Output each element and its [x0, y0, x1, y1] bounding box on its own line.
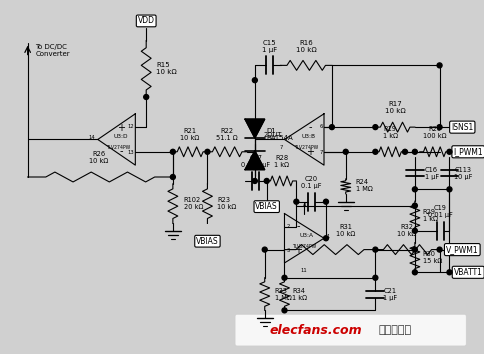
Text: R32
10 kΩ: R32 10 kΩ: [397, 224, 417, 237]
Text: 13: 13: [128, 150, 135, 155]
Circle shape: [437, 63, 442, 68]
Polygon shape: [245, 119, 265, 138]
Text: R102
20 kΩ: R102 20 kΩ: [184, 197, 203, 210]
Text: R28
1 kΩ: R28 1 kΩ: [274, 155, 289, 168]
Text: 11: 11: [301, 268, 308, 273]
Text: VBATT1: VBATT1: [454, 268, 483, 277]
Text: R20
100 kΩ: R20 100 kΩ: [423, 126, 446, 139]
Circle shape: [373, 149, 378, 154]
Circle shape: [403, 149, 408, 154]
Text: U3:A: U3:A: [299, 233, 313, 238]
Circle shape: [437, 125, 442, 130]
Circle shape: [144, 95, 149, 99]
Text: 3: 3: [287, 247, 290, 253]
Circle shape: [412, 247, 417, 252]
Text: 7: 7: [279, 145, 283, 150]
Circle shape: [437, 247, 442, 252]
Text: R19
1 kΩ: R19 1 kΩ: [383, 126, 398, 139]
FancyBboxPatch shape: [235, 314, 466, 346]
Text: 7: 7: [319, 150, 323, 155]
Text: VDD: VDD: [137, 16, 155, 25]
Circle shape: [170, 149, 175, 154]
Text: C19
0.01 μF: C19 0.01 μF: [428, 205, 453, 218]
Text: +: +: [118, 122, 125, 133]
Text: R34
1 kΩ: R34 1 kΩ: [292, 288, 307, 301]
Circle shape: [447, 149, 452, 154]
Circle shape: [330, 125, 334, 130]
Circle shape: [412, 187, 417, 192]
Text: 2OUT: 2OUT: [264, 132, 283, 137]
Text: R24
1 MΩ: R24 1 MΩ: [356, 179, 372, 192]
Circle shape: [282, 308, 287, 313]
Circle shape: [262, 247, 267, 252]
Text: 1: 1: [326, 234, 329, 239]
Polygon shape: [245, 151, 265, 170]
Circle shape: [412, 270, 417, 275]
Text: TLV274PW: TLV274PW: [106, 145, 131, 150]
Text: U3:B: U3:B: [301, 134, 315, 139]
Text: 电子发烧友: 电子发烧友: [378, 325, 412, 335]
Circle shape: [170, 175, 175, 179]
Text: C15
1 μF: C15 1 μF: [262, 40, 277, 52]
Circle shape: [412, 149, 417, 154]
Text: R33
1 MΩ: R33 1 MΩ: [274, 288, 291, 301]
Text: TLV274PW: TLV274PW: [294, 145, 318, 150]
Text: elecfans.com: elecfans.com: [270, 324, 363, 337]
Text: -: -: [120, 146, 123, 156]
Text: I_PWM1: I_PWM1: [454, 147, 483, 156]
Circle shape: [343, 149, 348, 154]
Text: R15
10 kΩ: R15 10 kΩ: [156, 62, 177, 75]
Text: To DC/DC
Converter: To DC/DC Converter: [35, 44, 70, 57]
Text: C113
10 μF: C113 10 μF: [454, 167, 473, 180]
Circle shape: [447, 270, 452, 275]
Circle shape: [373, 125, 378, 130]
Circle shape: [447, 187, 452, 192]
Circle shape: [412, 228, 417, 233]
Text: -: -: [308, 122, 312, 132]
Circle shape: [323, 199, 329, 204]
Text: C17
0.047 μF: C17 0.047 μF: [242, 155, 271, 168]
Text: R29
1 kΩ: R29 1 kΩ: [423, 210, 438, 223]
Circle shape: [373, 275, 378, 280]
Circle shape: [323, 236, 329, 241]
Text: 12: 12: [128, 124, 135, 129]
Text: R23
10 kΩ: R23 10 kΩ: [217, 197, 237, 210]
Text: +: +: [306, 147, 314, 157]
Circle shape: [252, 178, 257, 183]
Text: -: -: [297, 221, 300, 232]
Text: C21
1 μF: C21 1 μF: [383, 288, 397, 301]
Text: ISNS1: ISNS1: [451, 122, 473, 132]
Text: C16
1 μF: C16 1 μF: [425, 167, 439, 180]
Text: R21
10 kΩ: R21 10 kΩ: [180, 128, 199, 141]
Text: 6: 6: [319, 124, 323, 129]
Text: R30
15 kΩ: R30 15 kΩ: [423, 251, 442, 264]
Text: V_PWM1: V_PWM1: [446, 245, 479, 254]
Text: C20
0.1 μF: C20 0.1 μF: [301, 176, 321, 189]
Text: +: +: [294, 245, 302, 255]
Text: R22
51.1 Ω: R22 51.1 Ω: [216, 128, 238, 141]
Circle shape: [412, 203, 417, 208]
Text: 4: 4: [302, 203, 306, 208]
Circle shape: [252, 78, 257, 83]
Circle shape: [282, 275, 287, 280]
Text: VBIAS: VBIAS: [256, 202, 278, 211]
Circle shape: [294, 199, 299, 204]
Circle shape: [264, 178, 269, 183]
Text: R16
10 kΩ: R16 10 kΩ: [296, 40, 317, 52]
Text: R17
10 kΩ: R17 10 kΩ: [385, 101, 406, 114]
Text: VBIAS: VBIAS: [196, 237, 219, 246]
Text: R26
10 kΩ: R26 10 kΩ: [89, 151, 108, 164]
Circle shape: [205, 149, 210, 154]
Text: 14: 14: [88, 135, 95, 140]
Circle shape: [373, 247, 378, 252]
Text: 2: 2: [287, 224, 290, 229]
Text: TLV274PW: TLV274PW: [292, 244, 317, 249]
Text: U3:D: U3:D: [113, 134, 128, 139]
Text: R31
10 kΩ: R31 10 kΩ: [336, 224, 355, 237]
Text: D1
BAT54A: D1 BAT54A: [267, 128, 293, 141]
